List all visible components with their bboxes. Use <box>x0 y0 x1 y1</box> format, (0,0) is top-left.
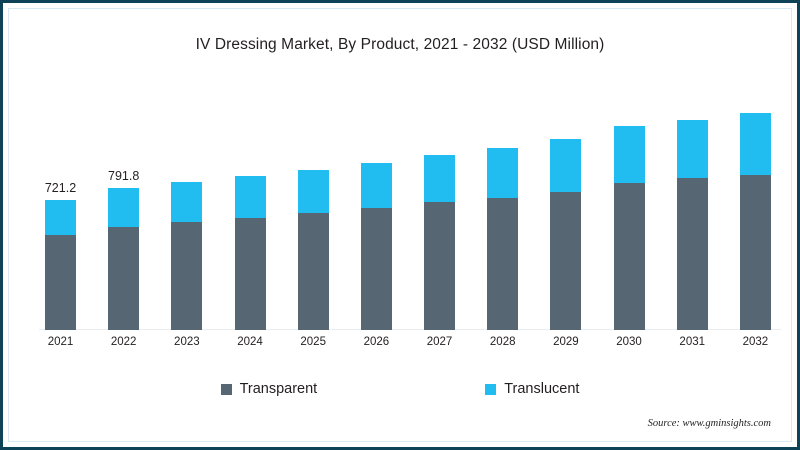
bar-segment-translucent[interactable] <box>171 181 203 222</box>
bar-group-2021[interactable]: 721.2 <box>45 89 76 330</box>
x-tick-label: 2024 <box>237 336 263 348</box>
bar-segment-translucent[interactable] <box>613 126 645 183</box>
bar-segment-transparent[interactable] <box>550 192 582 330</box>
bar-group-2025[interactable] <box>297 89 329 330</box>
legend-label: Transparent <box>239 381 318 397</box>
bar-segment-transparent[interactable] <box>424 202 456 330</box>
x-tick-label: 2029 <box>553 336 579 348</box>
x-tick-label: 2023 <box>174 336 200 348</box>
bar-segment-translucent[interactable] <box>676 119 708 179</box>
x-tick-label: 2031 <box>679 336 706 348</box>
bar-segment-transparent[interactable] <box>360 207 392 330</box>
bar-group-2027[interactable] <box>424 89 456 330</box>
bar-segment-translucent[interactable] <box>108 187 140 228</box>
bar-segment-transparent[interactable] <box>739 174 771 330</box>
chart-legend: Transparent Translucent <box>3 381 797 397</box>
bar-segment-transparent[interactable] <box>613 182 645 330</box>
x-tick-label: 2027 <box>426 336 453 348</box>
bar-segment-transparent[interactable] <box>297 213 329 330</box>
legend-swatch-icon <box>220 383 232 395</box>
bar-segment-translucent[interactable] <box>739 112 771 175</box>
bar-segment-translucent[interactable] <box>550 139 582 193</box>
bar-segment-transparent[interactable] <box>676 178 708 330</box>
bar-group-2022[interactable]: 791.8 <box>108 89 139 330</box>
bar-value-label: 791.8 <box>108 168 140 183</box>
legend-swatch-icon <box>485 383 497 395</box>
x-tick-label: 2030 <box>616 336 642 348</box>
x-tick-label: 2032 <box>742 336 769 348</box>
bar-segment-translucent[interactable] <box>234 176 266 218</box>
x-tick-label: 2028 <box>489 336 516 348</box>
bar-segment-transparent[interactable] <box>108 227 140 330</box>
bar-group-2024[interactable] <box>234 89 266 330</box>
source-attribution: Source: www.gminsights.com <box>647 418 771 429</box>
plot-area: 721.2 791.8 <box>39 89 781 330</box>
bar-series-group: 721.2 791.8 <box>39 89 777 330</box>
bar-segment-transparent[interactable] <box>45 235 76 330</box>
bar-group-2031[interactable] <box>676 89 708 330</box>
x-tick-label: 2025 <box>300 336 326 348</box>
x-tick-label: 2021 <box>47 336 74 348</box>
bar-segment-transparent[interactable] <box>487 197 519 330</box>
bar-group-2026[interactable] <box>360 89 392 330</box>
bar-segment-translucent[interactable] <box>45 200 76 236</box>
x-tick-label: 2022 <box>110 336 137 348</box>
legend-item-transparent[interactable]: Transparent <box>220 381 318 397</box>
bar-group-2028[interactable] <box>487 89 519 330</box>
bar-group-2029[interactable] <box>550 89 582 330</box>
axis-baseline <box>39 329 781 330</box>
bar-segment-transparent[interactable] <box>234 217 266 330</box>
bar-segment-translucent[interactable] <box>424 155 456 203</box>
legend-item-translucent[interactable]: Translucent <box>485 381 579 397</box>
bar-segment-translucent[interactable] <box>297 170 329 214</box>
legend-label: Translucent <box>504 381 580 397</box>
bar-segment-translucent[interactable] <box>360 163 392 208</box>
bar-group-2032[interactable] <box>739 89 771 330</box>
x-axis-labels: 2021 2022 2023 2024 2025 2026 2027 2028 2029 2030… <box>39 336 777 348</box>
chart-title: IV Dressing Market, By Product, 2021 - 2… <box>195 36 605 53</box>
x-tick-label: 2026 <box>363 336 390 348</box>
bar-group-2030[interactable] <box>613 89 645 330</box>
bar-segment-transparent[interactable] <box>171 221 203 330</box>
bar-value-label: 721.2 <box>44 181 77 196</box>
bar-group-2023[interactable] <box>171 89 203 330</box>
bar-segment-translucent[interactable] <box>487 148 519 198</box>
